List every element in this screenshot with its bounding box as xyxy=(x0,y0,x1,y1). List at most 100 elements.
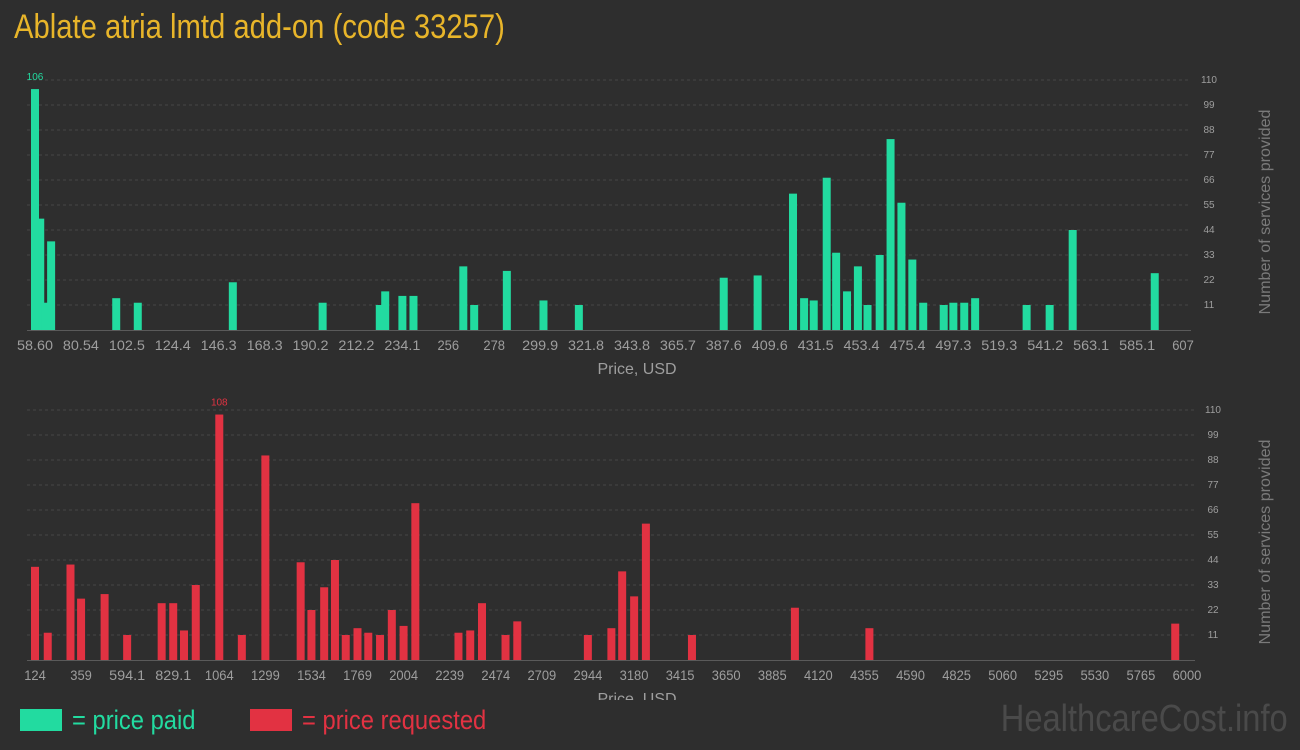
bar xyxy=(618,571,627,660)
x-tick-label: 594.1 xyxy=(109,667,145,683)
bar xyxy=(875,255,884,330)
bar xyxy=(753,275,762,330)
legend-swatch-paid xyxy=(20,709,62,731)
y-tick-label: 44 xyxy=(1203,225,1215,236)
bar xyxy=(375,305,384,330)
bar xyxy=(459,266,468,330)
legend-swatch-requested xyxy=(250,709,292,731)
x-tick-label: 5060 xyxy=(988,667,1017,683)
bar xyxy=(237,635,246,660)
y-tick-label: 110 xyxy=(1205,405,1221,416)
y-tick-label: 110 xyxy=(1201,75,1217,86)
x-tick-label: 1769 xyxy=(343,667,372,683)
bar xyxy=(919,302,928,330)
x-tick-label: 80.54 xyxy=(63,337,99,353)
max-value-label: 106 xyxy=(27,72,44,83)
bar xyxy=(886,139,895,330)
bar xyxy=(1045,305,1054,330)
x-tick-label: 475.4 xyxy=(889,337,925,353)
x-tick-label: 168.3 xyxy=(247,337,283,353)
x-tick-label: 5530 xyxy=(1080,667,1109,683)
y-tick-label: 99 xyxy=(1203,100,1215,111)
bar xyxy=(502,270,511,330)
legend-item-paid: = price paid xyxy=(20,702,212,738)
x-axis-title: Price, USD xyxy=(597,361,676,378)
bar xyxy=(641,523,650,660)
bar xyxy=(630,596,639,660)
x-tick-label: 102.5 xyxy=(109,337,145,353)
x-tick-label: 2239 xyxy=(435,667,464,683)
bar xyxy=(470,305,479,330)
x-tick-label: 365.7 xyxy=(660,337,696,353)
charts-canvas: 11 22 33 44 55 66 77 88 99 110 106 58.60 80.54 102.5 1… xyxy=(17,72,1274,700)
bar xyxy=(261,455,270,660)
bar xyxy=(330,560,339,660)
bar xyxy=(607,628,616,660)
bar xyxy=(501,635,510,660)
x-tick-label: 4120 xyxy=(804,667,833,683)
bar xyxy=(853,266,862,330)
bar xyxy=(477,603,486,660)
x-tick-label: 1299 xyxy=(251,667,280,683)
bar xyxy=(809,300,818,330)
x-tick-label: 5765 xyxy=(1127,667,1156,683)
chart-paid: 11 22 33 44 55 66 77 88 99 110 106 58.60 80.54 102.5 1… xyxy=(17,72,1274,378)
bar xyxy=(376,635,385,660)
bar xyxy=(971,298,980,330)
bar xyxy=(353,628,362,660)
x-tick-label: 278 xyxy=(483,337,505,353)
y-tick-label: 33 xyxy=(1207,580,1219,591)
y-tick-label: 77 xyxy=(1207,480,1219,491)
y-tick-label: 11 xyxy=(1208,630,1219,641)
x-tick-label: 431.5 xyxy=(798,337,834,353)
x-tick-label: 829.1 xyxy=(155,667,191,683)
y-tick-label: 33 xyxy=(1203,250,1215,261)
bar xyxy=(719,277,728,330)
x-tick-label: 4355 xyxy=(850,667,879,683)
x-tick-label: 497.3 xyxy=(935,337,971,353)
x-tick-label: 3180 xyxy=(620,667,649,683)
chart-requested: 11 22 33 44 55 66 77 88 99 110 108 124 359 594.1 829.1… xyxy=(24,398,1274,700)
x-tick-label: 1534 xyxy=(297,667,326,683)
bar xyxy=(296,562,305,660)
x-tick-label: 190.2 xyxy=(293,337,329,353)
x-tick-label: 409.6 xyxy=(752,337,788,353)
bar xyxy=(179,630,188,660)
bar xyxy=(687,635,696,660)
legend-label-requested: = price requested xyxy=(302,704,487,735)
bar xyxy=(1150,273,1159,330)
x-tick-label: 234.1 xyxy=(384,337,420,353)
bar xyxy=(865,628,874,660)
x-tick-label: 607 xyxy=(1172,337,1194,353)
x-tick-label: 4590 xyxy=(896,667,925,683)
y-tick-label: 88 xyxy=(1207,455,1219,466)
bar xyxy=(112,298,121,330)
watermark: HealthcareCost.info xyxy=(1000,698,1288,740)
bar xyxy=(31,89,39,330)
bar xyxy=(539,300,548,330)
x-tick-label: 2709 xyxy=(527,667,556,683)
x-tick-label: 58.60 xyxy=(17,337,53,353)
bar xyxy=(790,607,799,660)
y-axis-title: Number of services provided xyxy=(1257,440,1274,645)
bar xyxy=(789,193,798,330)
x-tick-label: 321.8 xyxy=(568,337,604,353)
bar xyxy=(409,295,418,330)
bar xyxy=(939,305,948,330)
x-tick-label: 3415 xyxy=(666,667,695,683)
x-tick-label: 563.1 xyxy=(1073,337,1109,353)
x-tick-label: 453.4 xyxy=(844,337,880,353)
x-tick-label: 2944 xyxy=(574,667,603,683)
x-tick-label: 2474 xyxy=(481,667,510,683)
y-tick-label: 88 xyxy=(1203,125,1215,136)
y-tick-label: 55 xyxy=(1203,200,1215,211)
y-tick-label: 55 xyxy=(1207,530,1219,541)
bar xyxy=(908,259,917,330)
bar xyxy=(949,302,958,330)
y-tick-label: 66 xyxy=(1207,505,1219,516)
x-tick-label: 1064 xyxy=(205,667,234,683)
bar xyxy=(381,291,390,330)
x-tick-label: 541.2 xyxy=(1027,337,1063,353)
x-tick-label: 6000 xyxy=(1173,667,1202,683)
x-tick-label: 124 xyxy=(24,667,46,683)
